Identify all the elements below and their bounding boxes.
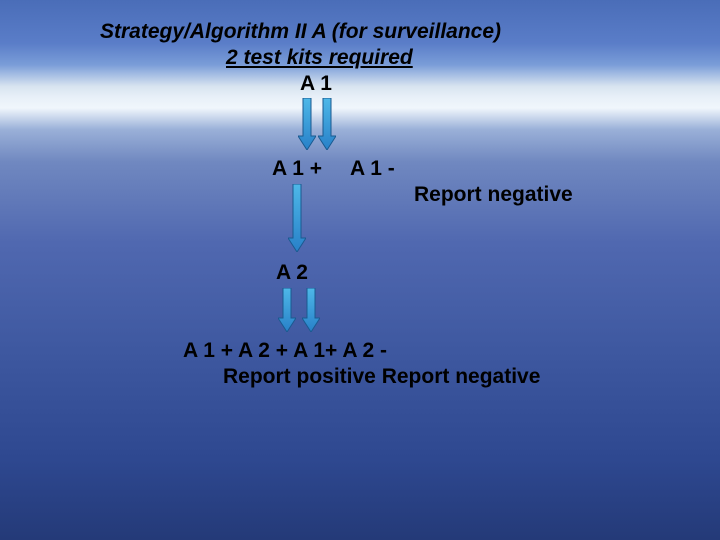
title-line-1: Strategy/Algorithm II A (for surveillanc…	[100, 20, 501, 44]
arrow-down-icon	[302, 288, 320, 332]
node-a1-minus: A 1 -	[350, 157, 395, 181]
title-line-2: 2 test kits required	[226, 46, 413, 70]
bottom-reports-line: Report positive Report negative	[223, 365, 540, 389]
arrow-down-icon	[288, 184, 306, 252]
node-a1: A 1	[300, 72, 332, 96]
arrow-down-icon	[318, 98, 336, 150]
arrow-down-icon	[278, 288, 296, 332]
node-a1-plus: A 1 +	[272, 157, 322, 181]
bottom-results-line: A 1 + A 2 + A 1+ A 2 -	[183, 339, 387, 363]
slide: Strategy/Algorithm II A (for surveillanc…	[0, 0, 720, 540]
node-a2: A 2	[276, 261, 308, 285]
arrow-down-icon	[298, 98, 316, 150]
report-negative-1: Report negative	[414, 183, 573, 207]
